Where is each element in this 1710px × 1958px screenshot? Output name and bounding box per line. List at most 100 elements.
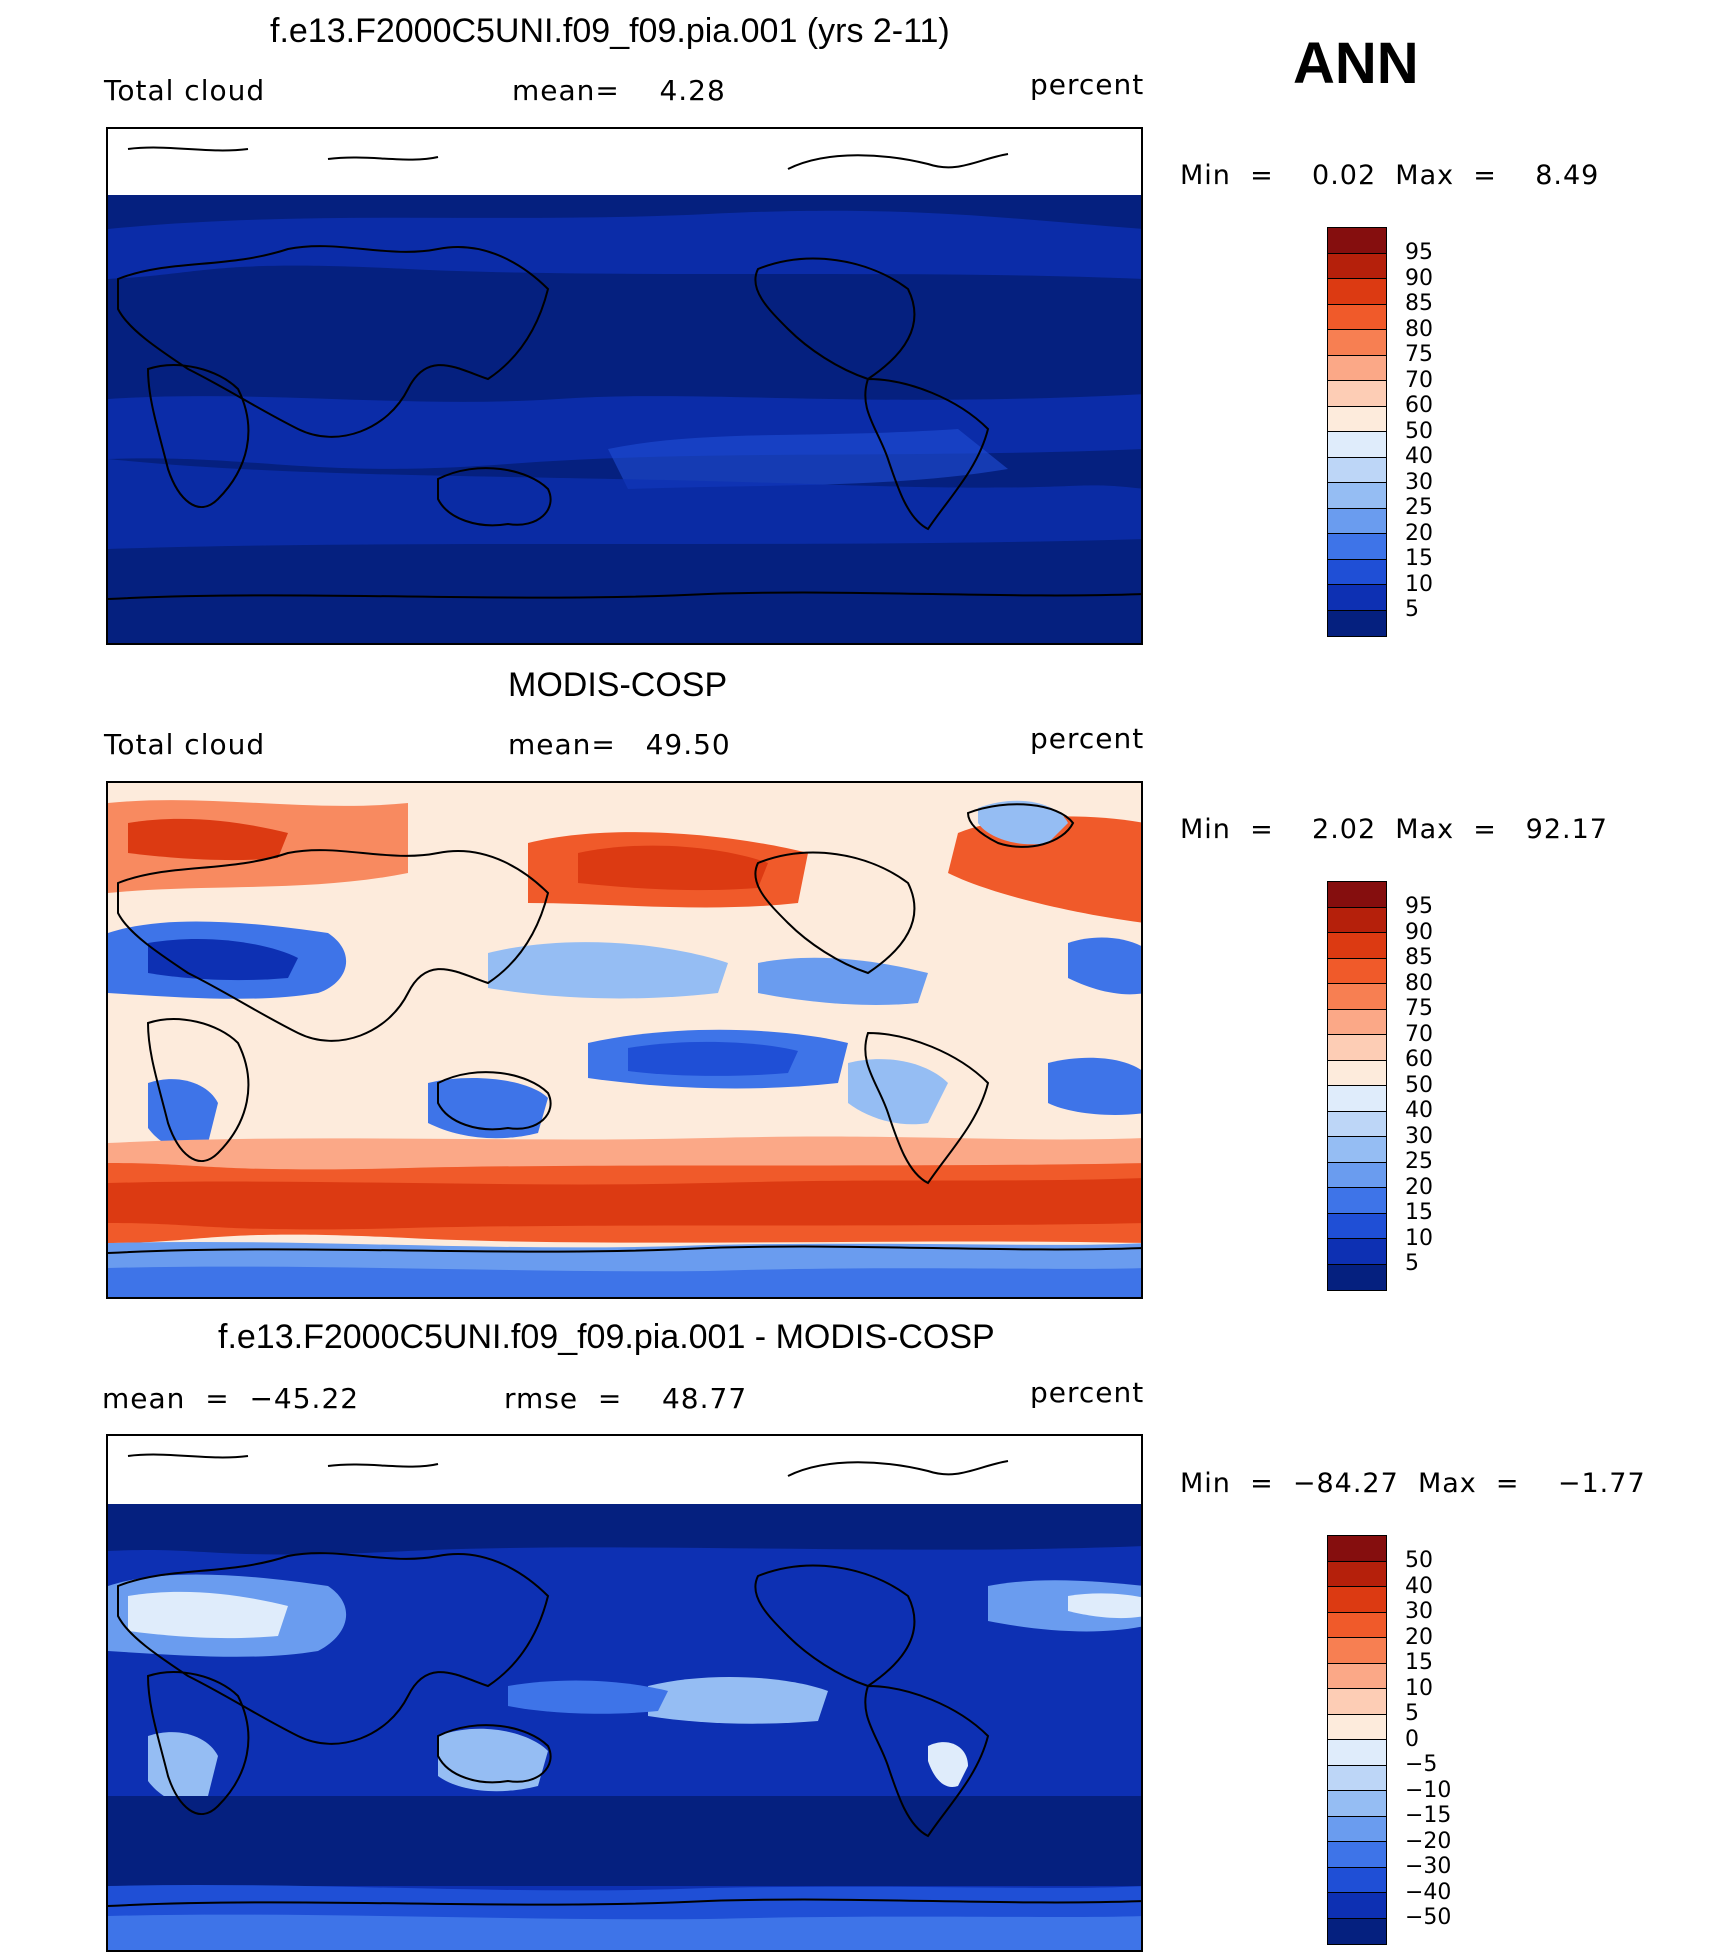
panel2-mean: mean= 49.50	[508, 728, 731, 761]
colorbar-swatch	[1328, 1587, 1386, 1613]
panel1-minmax: Min = 0.02 Max = 8.49	[1180, 160, 1600, 191]
colorbar-label: 90	[1405, 919, 1433, 945]
colorbar-label: 70	[1405, 1021, 1433, 1047]
panel2-units: percent	[1030, 722, 1145, 755]
panel3-colorbar	[1327, 1535, 1387, 1945]
colorbar-label: 50	[1405, 1548, 1433, 1573]
panel2-minmax: Min = 2.02 Max = 92.17	[1180, 814, 1608, 845]
colorbar-label: 40	[1405, 1098, 1433, 1123]
panel1-title: f.e13.F2000C5UNI.f09_f09.pia.001 (yrs 2-…	[270, 12, 950, 50]
colorbar-label: 80	[1405, 316, 1433, 342]
colorbar-swatch	[1328, 1867, 1386, 1893]
colorbar-label: 50	[1405, 1072, 1433, 1098]
colorbar-label: −10	[1405, 1777, 1452, 1803]
panel2-colorbar	[1327, 881, 1387, 1291]
colorbar-swatch	[1328, 610, 1386, 636]
colorbar-label: 20	[1405, 520, 1433, 546]
panel1-variable: Total cloud	[104, 74, 266, 107]
panel3-minmax: Min = −84.27 Max = −1.77	[1180, 1468, 1646, 1499]
colorbar-swatch	[1328, 882, 1386, 908]
colorbar-label: 20	[1405, 1174, 1433, 1200]
panel1-mean: mean= 4.28	[512, 74, 726, 107]
colorbar-swatch	[1328, 1791, 1386, 1817]
colorbar-swatch	[1328, 330, 1386, 356]
colorbar-swatch	[1328, 508, 1386, 534]
colorbar-swatch	[1328, 1536, 1386, 1562]
panel1-colorbar	[1327, 227, 1387, 637]
colorbar-swatch	[1328, 304, 1386, 330]
colorbar-swatch	[1328, 933, 1386, 959]
colorbar-swatch	[1328, 1137, 1386, 1163]
colorbar-label: 5	[1405, 597, 1419, 622]
colorbar-label: −40	[1405, 1879, 1452, 1905]
colorbar-label: 50	[1405, 418, 1433, 444]
panel3-map	[106, 1434, 1143, 1952]
colorbar-swatch	[1328, 1111, 1386, 1137]
colorbar-label: 10	[1405, 571, 1433, 597]
colorbar-swatch	[1328, 559, 1386, 585]
colorbar-label: 15	[1405, 546, 1433, 571]
colorbar-label: 95	[1405, 894, 1433, 919]
colorbar-label: 85	[1405, 291, 1433, 316]
colorbar-swatch	[1328, 1765, 1386, 1791]
continent-outlines	[108, 1453, 1141, 1907]
panel3-mean: mean = −45.22	[102, 1382, 360, 1415]
colorbar-swatch	[1328, 984, 1386, 1010]
colorbar-swatch	[1328, 1842, 1386, 1868]
colorbar-swatch	[1328, 1612, 1386, 1638]
colorbar-label: 70	[1405, 367, 1433, 393]
colorbar-label: −5	[1405, 1752, 1438, 1777]
colorbar-swatch	[1328, 253, 1386, 279]
continent-outlines	[108, 803, 1141, 1254]
colorbar-label: 90	[1405, 265, 1433, 291]
panel3-rmse: rmse = 48.77	[504, 1382, 748, 1415]
colorbar-label: 0	[1405, 1726, 1419, 1752]
colorbar-label: −20	[1405, 1828, 1452, 1854]
colorbar-label: 75	[1405, 996, 1433, 1021]
colorbar-swatch	[1328, 534, 1386, 560]
colorbar-swatch	[1328, 1689, 1386, 1715]
colorbar-swatch	[1328, 1893, 1386, 1919]
colorbar-label: 10	[1405, 1675, 1433, 1701]
colorbar-swatch	[1328, 1162, 1386, 1188]
colorbar-swatch	[1328, 355, 1386, 381]
panel2-variable: Total cloud	[104, 728, 266, 761]
panel2-title: MODIS-COSP	[508, 666, 728, 704]
colorbar-swatch	[1328, 381, 1386, 407]
colorbar-label: 30	[1405, 1123, 1433, 1149]
colorbar-label: 15	[1405, 1200, 1433, 1225]
colorbar-swatch	[1328, 1663, 1386, 1689]
season-label: ANN	[1293, 31, 1419, 96]
colorbar-swatch	[1328, 1009, 1386, 1035]
panel1-map	[106, 127, 1143, 645]
colorbar-swatch	[1328, 1740, 1386, 1766]
colorbar-swatch	[1328, 1239, 1386, 1265]
colorbar-label: 75	[1405, 342, 1433, 367]
colorbar-label: −15	[1405, 1803, 1452, 1828]
colorbar-swatch	[1328, 1264, 1386, 1290]
colorbar-label: 60	[1405, 1047, 1433, 1072]
colorbar-swatch	[1328, 457, 1386, 483]
panel3-title: f.e13.F2000C5UNI.f09_f09.pia.001 - MODIS…	[218, 1318, 995, 1356]
missing-data-band	[108, 129, 1141, 195]
colorbar-swatch	[1328, 585, 1386, 611]
colorbar-swatch	[1328, 1714, 1386, 1740]
colorbar-label: −50	[1405, 1905, 1452, 1930]
colorbar-swatch	[1328, 1561, 1386, 1587]
colorbar-label: 30	[1405, 469, 1433, 495]
colorbar-label: 5	[1405, 1251, 1419, 1276]
colorbar-swatch	[1328, 1638, 1386, 1664]
colorbar-swatch	[1328, 1816, 1386, 1842]
missing-data-band	[108, 1436, 1141, 1504]
colorbar-label: 25	[1405, 495, 1433, 520]
colorbar-label: 40	[1405, 444, 1433, 469]
colorbar-swatch	[1328, 406, 1386, 432]
colorbar-swatch	[1328, 1213, 1386, 1239]
colorbar-label: 5	[1405, 1701, 1419, 1726]
colorbar-swatch	[1328, 1086, 1386, 1112]
colorbar-label: 30	[1405, 1599, 1433, 1624]
colorbar-swatch	[1328, 907, 1386, 933]
colorbar-swatch	[1328, 958, 1386, 984]
colorbar-swatch	[1328, 279, 1386, 305]
colorbar-swatch	[1328, 1060, 1386, 1086]
